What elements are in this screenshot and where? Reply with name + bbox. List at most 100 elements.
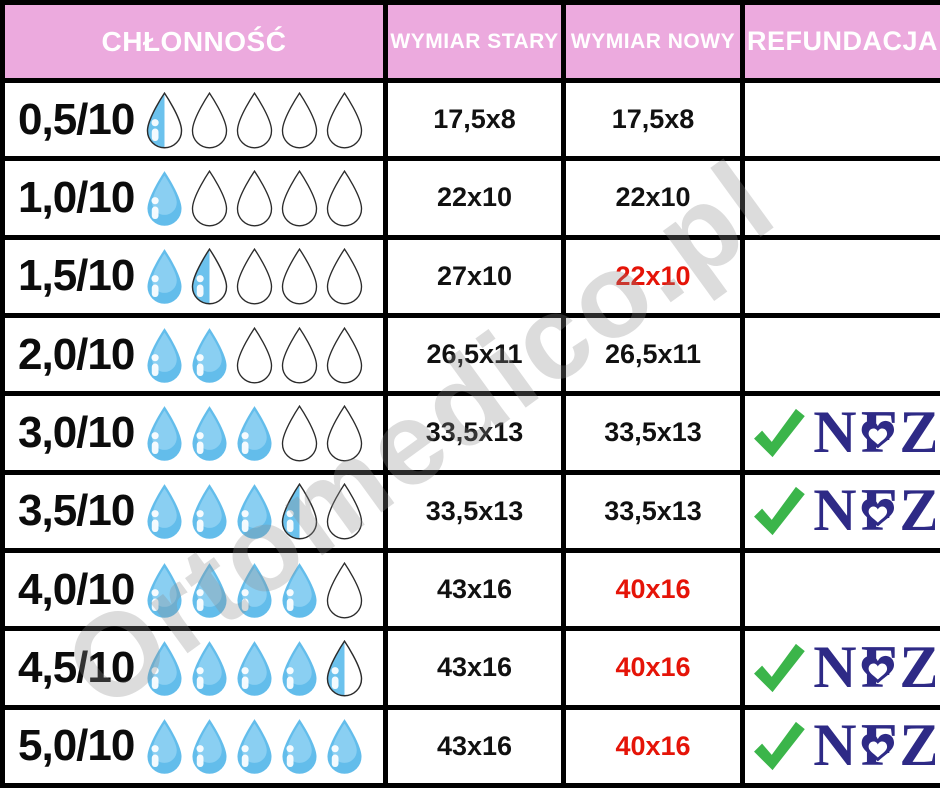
droplet-full-icon bbox=[192, 719, 227, 775]
absorbency-cell: 1,5/10 bbox=[0, 234, 388, 318]
absorbency-cell: 3,0/10 bbox=[0, 391, 388, 475]
droplet-empty-icon bbox=[237, 91, 273, 149]
droplet-empty-icon bbox=[237, 248, 273, 305]
refund-cell: N F Z bbox=[740, 391, 940, 475]
droplet-full-icon bbox=[237, 719, 272, 775]
refund-cell: N F Z bbox=[740, 704, 940, 788]
droplet-empty-icon bbox=[237, 169, 273, 227]
droplet-empty-icon bbox=[192, 91, 228, 149]
droplet-empty-icon bbox=[282, 248, 318, 305]
droplet-empty-icon bbox=[237, 326, 273, 384]
old-size-cell: 33,5x13 bbox=[383, 469, 566, 553]
new-size-cell: 33,5x13 bbox=[561, 391, 745, 475]
new-size-cell: 33,5x13 bbox=[561, 469, 745, 553]
header-absorbency: CHŁONNOŚĆ bbox=[0, 0, 388, 83]
droplet-full-icon bbox=[147, 719, 182, 775]
header-new-size: WYMIAR NOWY bbox=[561, 0, 745, 83]
header-refund: REFUNDACJA bbox=[740, 0, 940, 83]
absorbency-cell: 1,0/10 bbox=[0, 156, 388, 240]
refund-cell: N F Z bbox=[740, 626, 940, 710]
refund-badge: N F Z bbox=[745, 475, 940, 548]
table-row: 3,5/10 33,5x13 33,5x13 N F Z bbox=[0, 469, 940, 553]
table-row: 4,5/10 43x16 40x16 N F Z bbox=[0, 626, 940, 710]
old-size-cell: 27x10 bbox=[383, 234, 566, 318]
droplet-empty-icon bbox=[327, 91, 363, 149]
droplet-rating bbox=[143, 326, 368, 384]
header-row: CHŁONNOŚĆ WYMIAR STARY WYMIAR NOWY REFUN… bbox=[0, 0, 940, 83]
droplet-full-icon bbox=[192, 406, 227, 461]
droplet-half-icon bbox=[327, 639, 363, 697]
table-row: 2,0/10 26,5x11 26,5x11 bbox=[0, 312, 940, 397]
droplet-full-icon bbox=[237, 406, 272, 461]
svg-text:N: N bbox=[813, 403, 856, 463]
droplet-half-icon bbox=[192, 248, 228, 305]
new-size-cell: 26,5x11 bbox=[561, 312, 745, 397]
absorbency-label: 2,0/10 bbox=[18, 329, 135, 379]
droplet-full-icon bbox=[147, 406, 182, 461]
droplet-empty-icon bbox=[282, 91, 318, 149]
absorbency-cell: 2,0/10 bbox=[0, 312, 388, 397]
droplet-full-icon bbox=[147, 562, 182, 618]
refund-badge: N F Z bbox=[745, 396, 940, 469]
absorbency-label: 4,5/10 bbox=[18, 642, 135, 692]
new-size-cell: 22x10 bbox=[561, 156, 745, 240]
old-size-cell: 43x16 bbox=[383, 704, 566, 788]
droplet-empty-icon bbox=[282, 404, 318, 462]
svg-text:N: N bbox=[813, 481, 856, 541]
absorbency-label: 4,0/10 bbox=[18, 564, 135, 614]
new-size-cell: 40x16 bbox=[561, 704, 745, 788]
refund-cell bbox=[740, 547, 940, 632]
table-row: 3,0/10 33,5x13 33,5x13 N F Z bbox=[0, 391, 940, 475]
checkmark-icon bbox=[754, 487, 805, 536]
refund-cell bbox=[740, 77, 940, 162]
droplet-full-icon bbox=[237, 562, 272, 618]
nfz-logo: N F Z bbox=[813, 481, 935, 541]
refund-cell: N F Z bbox=[740, 469, 940, 553]
droplet-empty-icon bbox=[327, 404, 363, 462]
droplet-full-icon bbox=[147, 484, 182, 540]
droplet-empty-icon bbox=[327, 169, 363, 227]
droplet-full-icon bbox=[327, 719, 362, 775]
droplet-rating bbox=[143, 247, 368, 305]
svg-text:Z: Z bbox=[899, 638, 935, 698]
table-row: 0,5/10 17,5x8 17,5x8 bbox=[0, 77, 940, 162]
table-row: 1,5/10 27x10 22x10 bbox=[0, 234, 940, 318]
droplet-empty-icon bbox=[327, 561, 363, 619]
checkmark-icon bbox=[754, 643, 805, 693]
droplet-full-icon bbox=[192, 327, 227, 383]
svg-text:Z: Z bbox=[899, 716, 935, 776]
table-row: 1,0/10 22x10 22x10 bbox=[0, 156, 940, 240]
refund-badge: N F Z bbox=[745, 710, 940, 783]
nfz-logo: N F Z bbox=[813, 403, 935, 463]
old-size-cell: 26,5x11 bbox=[383, 312, 566, 397]
droplet-half-icon bbox=[282, 483, 318, 540]
old-size-cell: 22x10 bbox=[383, 156, 566, 240]
droplet-empty-icon bbox=[327, 483, 363, 540]
droplet-full-icon bbox=[147, 249, 182, 305]
droplet-rating bbox=[143, 717, 368, 775]
droplet-full-icon bbox=[192, 641, 227, 696]
droplet-empty-icon bbox=[192, 169, 228, 227]
new-size-cell: 40x16 bbox=[561, 626, 745, 710]
droplet-empty-icon bbox=[327, 326, 363, 384]
old-size-cell: 17,5x8 bbox=[383, 77, 566, 162]
nfz-logo: N F Z bbox=[813, 716, 935, 776]
absorbency-cell: 4,0/10 bbox=[0, 547, 388, 632]
table-row: 5,0/10 43x16 40x16 N F Z bbox=[0, 704, 940, 788]
svg-text:Z: Z bbox=[899, 403, 935, 463]
droplet-full-icon bbox=[237, 484, 272, 540]
absorbency-cell: 5,0/10 bbox=[0, 704, 388, 788]
droplet-rating bbox=[143, 561, 368, 619]
new-size-cell: 22x10 bbox=[561, 234, 745, 318]
absorbency-label: 1,5/10 bbox=[18, 251, 135, 301]
droplet-rating bbox=[143, 639, 368, 697]
droplet-full-icon bbox=[282, 562, 317, 618]
droplet-full-icon bbox=[237, 641, 272, 696]
refund-cell bbox=[740, 234, 940, 318]
absorbency-cell: 0,5/10 bbox=[0, 77, 388, 162]
droplet-empty-icon bbox=[282, 169, 318, 227]
refund-cell bbox=[740, 156, 940, 240]
droplet-rating bbox=[143, 404, 368, 462]
absorbency-cell: 4,5/10 bbox=[0, 626, 388, 710]
old-size-cell: 33,5x13 bbox=[383, 391, 566, 475]
